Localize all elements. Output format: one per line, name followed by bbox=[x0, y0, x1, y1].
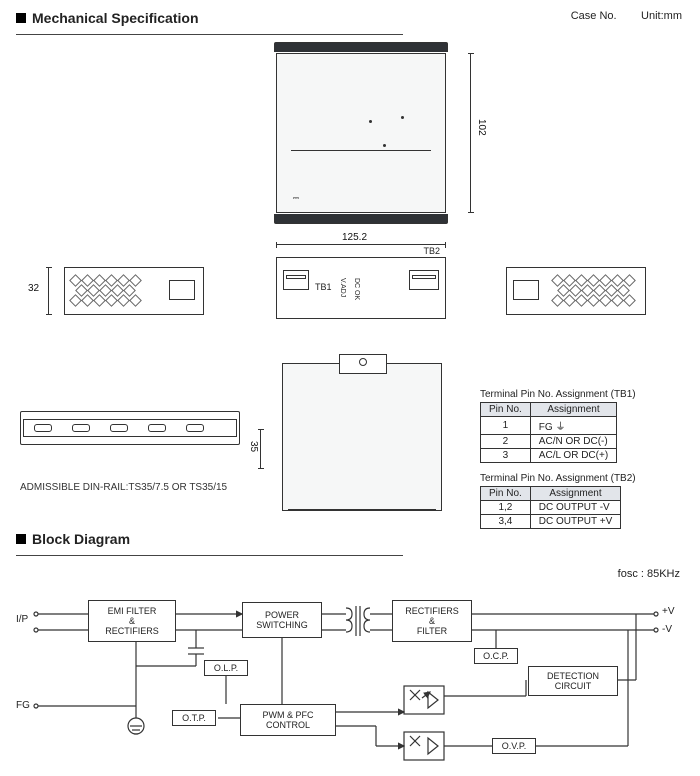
tb1-col0: Pin No. bbox=[481, 403, 531, 417]
ip-label: I/P bbox=[16, 614, 28, 625]
header-right: Case No. Unit:mm bbox=[571, 10, 682, 22]
box-ocp: O.C.P. bbox=[474, 648, 518, 664]
minusv-label: -V bbox=[662, 624, 672, 635]
din-rail-drawing bbox=[20, 411, 240, 445]
tb1-label: TB1 bbox=[315, 282, 332, 292]
tb1-table: Pin No.Assignment 1FG ⏚ 2AC/N OR DC(-) 3… bbox=[480, 402, 617, 463]
drawing-side-left bbox=[64, 267, 204, 315]
section-underline bbox=[16, 34, 403, 35]
drawing-side-right bbox=[506, 267, 646, 315]
unit-label: Unit:mm bbox=[641, 10, 682, 22]
box-olp: O.L.P. bbox=[204, 660, 248, 676]
section-underline2 bbox=[16, 555, 403, 556]
block-freq: fosc : 85KHz bbox=[16, 568, 680, 580]
dim-width bbox=[276, 244, 446, 245]
box-otp: O.T.P. bbox=[172, 710, 216, 726]
drawing-front-view: TB1 TB2 V.ADJ DC OK bbox=[276, 257, 446, 319]
tb2-table-title: Terminal Pin No. Assignment (TB2) bbox=[480, 473, 676, 484]
dim-depth2 bbox=[260, 429, 261, 469]
dim-height-label: 102 bbox=[476, 119, 487, 136]
section-title-mech: Mechanical Specification bbox=[32, 10, 199, 26]
tb1-col1: Assignment bbox=[530, 403, 616, 417]
dim-depth2-label: 35 bbox=[248, 441, 259, 452]
drawing-top-view: ⎓ bbox=[276, 53, 446, 213]
dim-depth bbox=[48, 267, 49, 315]
box-power-switching: POWER SWITCHING bbox=[242, 602, 322, 638]
din-rail-note: ADMISSIBLE DIN-RAIL:TS35/7.5 OR TS35/15 bbox=[20, 482, 227, 493]
section-bullet bbox=[16, 13, 26, 23]
section-title-block: Block Diagram bbox=[32, 531, 130, 547]
tb2-col0: Pin No. bbox=[481, 487, 531, 501]
tb2-label: TB2 bbox=[423, 246, 440, 256]
box-ovp: O.V.P. bbox=[492, 738, 536, 754]
box-rectifiers-filter: RECTIFIERS & FILTER bbox=[392, 600, 472, 642]
dim-width-label: 125.2 bbox=[342, 232, 367, 243]
fg-label: FG bbox=[16, 700, 30, 711]
tb2-table: Pin No.Assignment 1,2DC OUTPUT -V 3,4DC … bbox=[480, 486, 621, 529]
case-no-label: Case No. bbox=[571, 10, 617, 22]
block-diagram: I/P FG +V -V EMI FILTER & RECTIFIERS POW… bbox=[16, 586, 684, 766]
drawing-bottom-view bbox=[282, 363, 442, 511]
dim-height bbox=[470, 53, 471, 213]
box-pwm-pfc: PWM & PFC CONTROL bbox=[240, 704, 336, 736]
tb1-table-title: Terminal Pin No. Assignment (TB1) bbox=[480, 389, 676, 400]
section-bullet bbox=[16, 534, 26, 544]
tb2-col1: Assignment bbox=[530, 487, 620, 501]
box-detection: DETECTION CIRCUIT bbox=[528, 666, 618, 696]
plusv-label: +V bbox=[662, 606, 675, 617]
dim-depth-label: 32 bbox=[28, 283, 39, 294]
box-emi: EMI FILTER & RECTIFIERS bbox=[88, 600, 176, 642]
